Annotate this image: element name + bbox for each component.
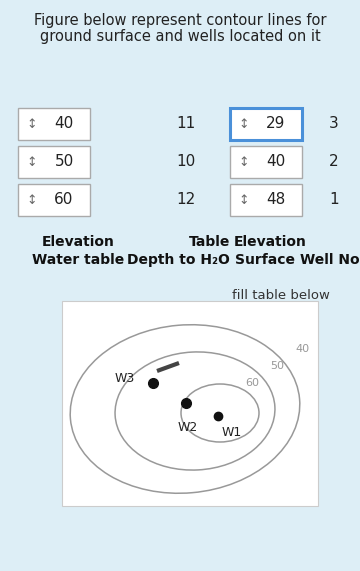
Text: Water table: Water table — [32, 253, 124, 267]
FancyBboxPatch shape — [230, 184, 302, 216]
Text: Well No: Well No — [300, 253, 360, 267]
Text: Surface: Surface — [235, 253, 295, 267]
Text: W1: W1 — [222, 426, 242, 439]
Text: ground surface and wells located on it: ground surface and wells located on it — [40, 29, 320, 44]
Text: 50: 50 — [54, 155, 74, 170]
Text: 60: 60 — [54, 192, 74, 207]
Text: Elevation: Elevation — [234, 235, 306, 249]
Text: ↕: ↕ — [27, 194, 37, 207]
FancyBboxPatch shape — [230, 108, 302, 140]
Text: 29: 29 — [266, 116, 286, 131]
FancyBboxPatch shape — [18, 108, 90, 140]
Text: ↕: ↕ — [239, 118, 249, 131]
FancyBboxPatch shape — [18, 146, 90, 178]
Text: 10: 10 — [176, 155, 195, 170]
Text: W3: W3 — [115, 372, 135, 385]
Text: 3: 3 — [329, 116, 339, 131]
Text: 40: 40 — [54, 116, 74, 131]
Text: W2: W2 — [178, 421, 198, 434]
Text: fill table below: fill table below — [232, 289, 330, 302]
Text: 2: 2 — [329, 155, 339, 170]
Text: 1: 1 — [329, 192, 339, 207]
Text: ↕: ↕ — [27, 118, 37, 131]
Text: ↕: ↕ — [239, 155, 249, 168]
Text: 48: 48 — [266, 192, 285, 207]
Text: 40: 40 — [295, 344, 309, 354]
FancyBboxPatch shape — [62, 301, 318, 506]
Text: Figure below represent contour lines for: Figure below represent contour lines for — [34, 13, 326, 28]
Text: 60: 60 — [245, 378, 259, 388]
Text: 11: 11 — [176, 116, 195, 131]
Text: ↕: ↕ — [27, 155, 37, 168]
Text: 12: 12 — [176, 192, 195, 207]
Text: ↕: ↕ — [239, 194, 249, 207]
FancyBboxPatch shape — [230, 146, 302, 178]
Text: 50: 50 — [270, 361, 284, 371]
Text: Elevation: Elevation — [41, 235, 114, 249]
Text: Table: Table — [189, 235, 231, 249]
FancyBboxPatch shape — [18, 184, 90, 216]
Text: 40: 40 — [266, 155, 285, 170]
Text: Depth to H₂O: Depth to H₂O — [127, 253, 229, 267]
